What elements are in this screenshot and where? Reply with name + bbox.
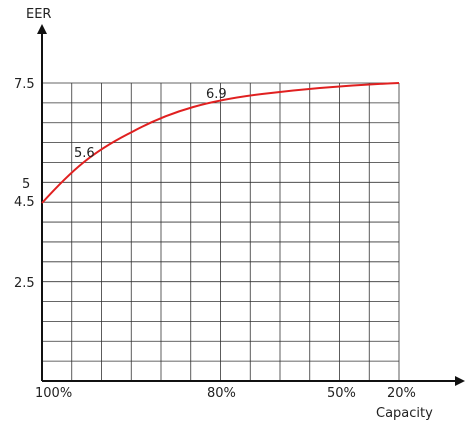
- y-tick-label-2-5: 2.5: [14, 276, 35, 291]
- y-axis-label: EER: [26, 7, 51, 22]
- eer-curve-line: [41, 82, 400, 204]
- y-tick-label-4-5: 4.5: [14, 195, 35, 210]
- y-tick-label-5: 5: [22, 177, 30, 192]
- x-tick-label-100: 100%: [35, 386, 72, 401]
- x-tick-label-20: 20%: [387, 386, 416, 401]
- x-tick-label-50: 50%: [327, 386, 356, 401]
- x-axis-label: Capacity: [376, 406, 433, 421]
- y-tick-label-7-5: 7.5: [14, 77, 35, 92]
- data-label-5-6: 5.6: [74, 146, 95, 161]
- x-tick-label-80: 80%: [207, 386, 236, 401]
- grid: [42, 82, 400, 381]
- data-label-6-9: 6.9: [206, 87, 227, 102]
